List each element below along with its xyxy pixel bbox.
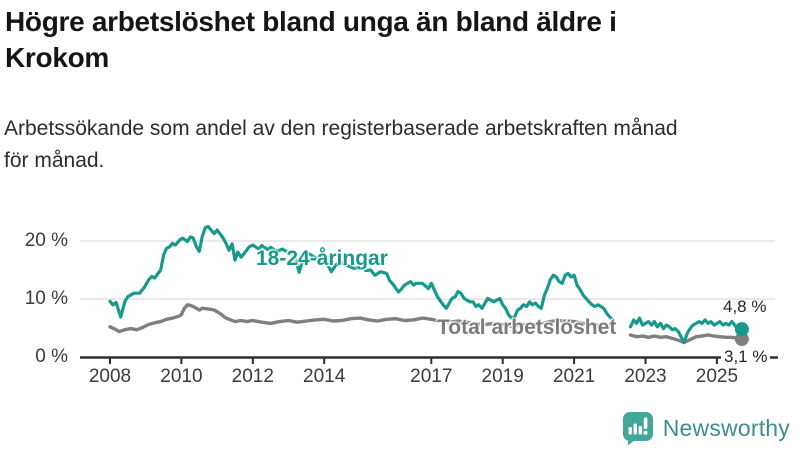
series-line-18-24-åringar (628, 316, 744, 345)
end-value-label-total: 3,1 % (721, 347, 771, 367)
title-line-2: Krokom (5, 42, 109, 73)
series-label-total: Total arbetslöshet (437, 316, 617, 339)
newsworthy-bubble-chart-icon (622, 412, 653, 445)
y-axis-label: 0 % (35, 346, 68, 367)
series-line-Total arbetslöshet (628, 333, 744, 345)
series-line-18-24-åringar (108, 224, 615, 322)
newsworthy-wordmark: Newsworthy (662, 414, 790, 441)
series-line-Total arbetslöshet (108, 303, 615, 334)
x-axis-label: 2019 (481, 366, 524, 387)
x-axis-label: 2023 (624, 366, 667, 387)
x-axis-label: 2021 (552, 366, 596, 387)
title-line-1: Högre arbetslöshet bland unga än bland ä… (5, 6, 617, 37)
chart-subtitle: Arbetssökande som andel av den registerb… (4, 113, 792, 177)
series-end-dot-18-24-åringar (734, 322, 749, 337)
x-axis-label: 2017 (410, 366, 453, 387)
x-axis-label: 2012 (231, 366, 274, 387)
x-axis-label: 2010 (160, 366, 203, 387)
series-label-young: 18-24-åringar (256, 247, 388, 270)
x-axis-label: 2025 (695, 366, 739, 387)
x-axis-label: 2014 (303, 366, 346, 387)
subtitle-line-2: för månad. (4, 149, 105, 172)
y-axis-label: 20 % (24, 230, 68, 251)
series-end-dot-Total arbetslöshet (734, 332, 749, 347)
x-axis-label: 2008 (88, 366, 132, 387)
y-axis-label: 10 % (24, 288, 68, 309)
newsworthy-logo[interactable]: Newsworthy (621, 411, 790, 445)
page-title: Högre arbetslöshet bland unga än bland ä… (5, 4, 793, 76)
end-value-label-young: 4,8 % (723, 297, 767, 316)
subtitle-line-1: Arbetssökande som andel av den registerb… (4, 117, 678, 140)
